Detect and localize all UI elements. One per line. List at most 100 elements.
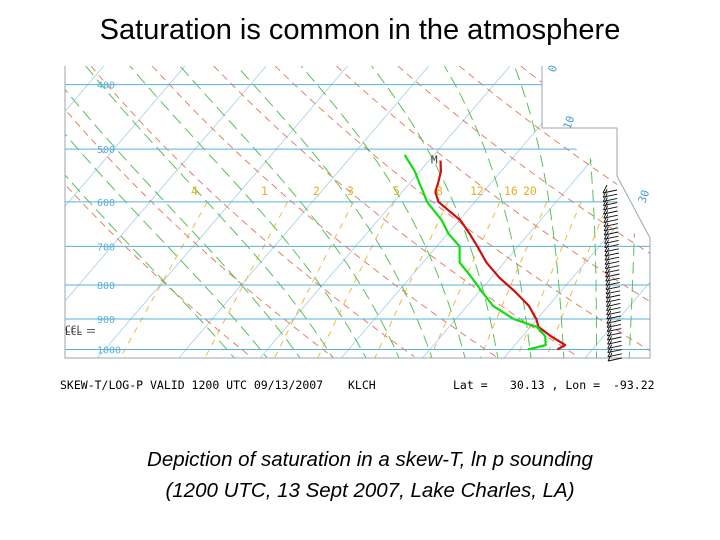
dry-adiabat-line: [459, 66, 650, 357]
wind-barb-feather: [605, 268, 610, 278]
chart-footer: SKEW-T/LOG-P VALID 1200 UTC 09/13/2007 K…: [60, 378, 655, 392]
wind-barb-icon: [602, 184, 618, 194]
isotherm-line: [97, 66, 348, 358]
wind-barb-feather: [607, 348, 613, 358]
wind-barb-feather: [606, 323, 612, 332]
mixing-ratio-label: 12: [470, 184, 484, 198]
wind-barb-feather: [602, 193, 608, 202]
wind-barb-feather: [604, 239, 610, 248]
footer-lon-value: -93.22: [613, 378, 655, 392]
wind-barb-shaft: [607, 357, 623, 362]
wind-barb-feather: [606, 314, 612, 324]
wind-barb-feather: [603, 209, 609, 219]
wind-barb-feather: [604, 256, 610, 265]
moist-adiabat-line: [85, 66, 337, 358]
mixing-ratio-label: 3: [347, 184, 354, 198]
wind-barb-icon: [607, 352, 623, 362]
caption: Depiction of saturation in a skew-T, ln …: [60, 444, 680, 506]
wind-barb-feather: [605, 277, 611, 286]
isotherm-label: 0: [546, 63, 560, 74]
wind-barb-feather: [607, 352, 613, 362]
wind-barb-feather: [607, 340, 613, 349]
wind-barbs: [602, 184, 623, 362]
wind-barb-feather: [607, 335, 612, 345]
slide-title: Saturation is common in the atmosphere: [99, 14, 621, 46]
pressure-label: 400: [97, 81, 115, 92]
sounding-traces: [403, 154, 567, 351]
mixing-ratio-line: [479, 201, 548, 358]
footer-station: KLCH: [348, 378, 376, 392]
background-lines: [65, 66, 650, 358]
mixing-ratio-line: [516, 201, 582, 358]
moist-adiabat-line: [65, 66, 305, 358]
moist-adiabat-line: [443, 66, 532, 358]
isotherm-line: [65, 66, 267, 358]
wind-barb-feather: [603, 222, 609, 232]
footer-lat-label: Lat =: [453, 378, 488, 392]
wind-barb-feather: [604, 235, 609, 244]
wind-barb-feather: [602, 197, 608, 206]
moist-adiabat-line: [300, 66, 467, 358]
temperature-trace: [434, 160, 567, 351]
isotherm-line: [503, 66, 650, 358]
pressure-label: 700: [97, 242, 115, 253]
mixing-ratio-line: [204, 201, 289, 358]
mixing-ratio-label: 20: [523, 184, 537, 198]
isotherm-label: 30: [636, 188, 653, 205]
wind-barb-feather: [606, 327, 612, 337]
isotherm-line: [340, 66, 592, 358]
pressure-label: 900: [97, 315, 115, 326]
footer-lat-value: 30.13 , Lon =: [510, 378, 600, 392]
mixing-ratio-line: [374, 201, 449, 358]
wind-barb-feather: [605, 289, 611, 299]
wind-barb-feather: [605, 285, 611, 295]
mixing-ratio-line: [429, 201, 501, 358]
mixing-ratio-line: [274, 201, 354, 358]
moist-adiabat-line: [129, 66, 370, 358]
wind-barb-feather: [604, 247, 610, 257]
wind-barb-feather: [603, 230, 609, 240]
dry-adiabat-line: [65, 66, 251, 357]
wind-barb-feather: [606, 306, 612, 316]
moist-adiabat-line: [513, 66, 565, 358]
plot-frame: [64, 66, 651, 359]
skew-t-chart: 400 500 600 700 800 900 1000 0 10 30 4 1 2 3 5 8 12 16 20 M…: [55, 58, 660, 398]
wind-barb-feather: [607, 331, 612, 341]
wind-barb-feather: [605, 293, 611, 303]
mixing-ratio-label: 5: [393, 184, 400, 198]
moist-adiabat-line: [179, 66, 402, 358]
level-marker-label: CCL: [65, 324, 82, 335]
caption-line-1: Depiction of saturation in a skew-T, ln …: [147, 448, 593, 471]
pressure-label: 1000: [97, 345, 121, 356]
isotherm-line: [178, 66, 430, 358]
wind-barb-feather: [602, 184, 608, 194]
caption-line-2: (1200 UTC, 13 Sept 2007, Lake Charles, L…: [165, 479, 575, 502]
wind-barb-feather: [604, 264, 610, 274]
isotherm-line: [65, 66, 186, 358]
mixing-ratio-line: [119, 201, 208, 358]
moist-adiabat-line: [65, 66, 272, 358]
wind-barb-feather: [603, 218, 609, 227]
wind-barb-feather: [604, 243, 610, 253]
isotherm-line: [259, 66, 511, 358]
pressure-label: 800: [97, 281, 115, 292]
wind-barb-feather: [606, 310, 612, 320]
wind-barb-feather: [603, 226, 609, 236]
wind-barb-feather: [606, 302, 611, 311]
dewpoint-trace: [403, 154, 547, 351]
mixing-ratio-label: 2: [313, 184, 320, 198]
wind-barb-feather: [605, 281, 611, 290]
wind-barb-feather: [607, 344, 613, 353]
mixing-ratio-label: 1: [261, 184, 268, 198]
mixing-ratio-line: [545, 201, 610, 358]
frame-border: [64, 66, 651, 359]
mixing-ratio-line: [317, 201, 395, 358]
pressure-label: 500: [97, 145, 115, 156]
wind-barb-feather: [602, 188, 608, 198]
mixing-ratio-label: 4: [191, 184, 198, 198]
level-marker-label: LCL: [65, 327, 82, 338]
wind-barb-feather: [603, 214, 609, 223]
moist-adiabat-line: [65, 66, 240, 358]
isotherm-line: [584, 66, 650, 358]
